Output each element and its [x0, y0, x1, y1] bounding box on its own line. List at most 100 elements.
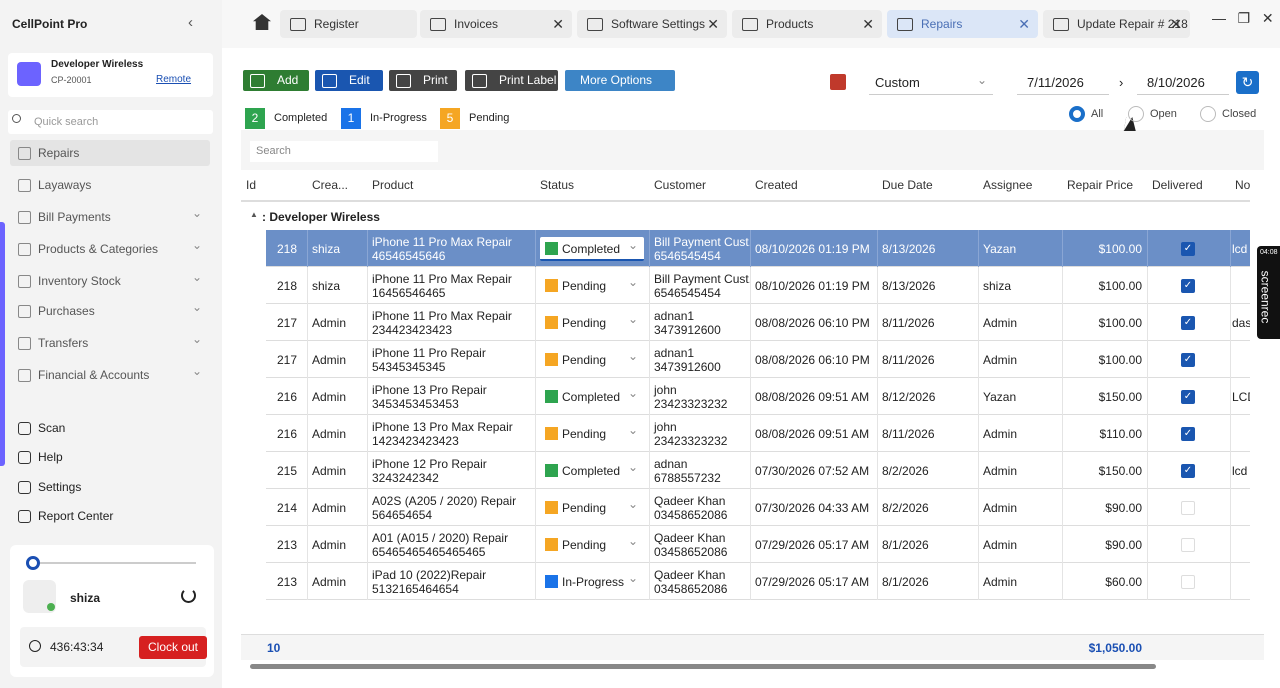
bottom-item[interactable]: Scan [18, 417, 65, 439]
bottom-item[interactable]: Report Center [18, 505, 113, 527]
cell-price: $100.00 [1098, 242, 1142, 256]
status-select[interactable]: Pending ⌄ [540, 311, 644, 335]
tab[interactable]: Invoices ✕ [420, 10, 572, 38]
cell-border [307, 378, 308, 415]
cell-border [978, 452, 979, 489]
menu-item[interactable]: Purchases [10, 294, 210, 324]
cell-border [535, 267, 536, 304]
quick-search[interactable]: Quick search [8, 110, 213, 134]
range-select[interactable]: Custom [869, 71, 993, 95]
cell-created: 08/10/2026 01:19 PM [755, 279, 870, 293]
tab[interactable]: Update Repair # 218 ✕ [1043, 10, 1190, 38]
toolbar-button[interactable]: More Options [565, 70, 675, 91]
delivered-checkbox[interactable]: ✓ [1181, 279, 1195, 293]
status-select[interactable]: Pending ⌄ [540, 348, 644, 372]
tab-close[interactable]: ✕ [552, 16, 564, 32]
tab[interactable]: Products ✕ [732, 10, 882, 38]
delivered-checkbox[interactable] [1181, 501, 1195, 515]
date-to[interactable]: 8/10/2026 [1137, 71, 1229, 95]
grid-row[interactable] [266, 304, 1250, 341]
status-select[interactable]: Completed ⌄ [540, 237, 644, 261]
delivered-checkbox[interactable] [1181, 575, 1195, 589]
cell-product: iPhone 11 Pro Repair [372, 346, 486, 360]
grid-row[interactable] [266, 415, 1250, 452]
radio[interactable] [1128, 106, 1144, 122]
group-toggle[interactable]: ▲ [250, 210, 258, 219]
cell-border [367, 452, 368, 489]
power-button[interactable] [181, 588, 196, 603]
store-icon[interactable] [830, 74, 846, 90]
status-select[interactable]: Completed ⌄ [540, 385, 644, 409]
column-header[interactable]: No [1235, 178, 1250, 192]
delivered-checkbox[interactable]: ✓ [1181, 390, 1195, 404]
delivered-checkbox[interactable] [1181, 538, 1195, 552]
status-select[interactable]: Pending ⌄ [540, 533, 644, 557]
cell-price: $100.00 [1098, 316, 1142, 330]
remote-link[interactable]: Remote [156, 74, 192, 85]
radio[interactable] [1069, 106, 1085, 122]
column-header[interactable]: Id [246, 178, 257, 192]
delivered-checkbox[interactable]: ✓ [1181, 242, 1195, 256]
menu-item[interactable]: Layaways [10, 172, 210, 198]
menu-item[interactable]: Financial & Accounts [10, 358, 210, 388]
toolbar-button[interactable]: Edit [315, 70, 383, 91]
grid-search[interactable]: Search [250, 141, 438, 162]
menu-item[interactable]: Products & Categories [10, 232, 210, 262]
grid-row[interactable] [266, 489, 1250, 526]
grid-row[interactable] [266, 341, 1250, 378]
date-from[interactable]: 7/11/2026 [1017, 71, 1109, 95]
status-select[interactable]: Completed ⌄ [540, 459, 644, 483]
store-card[interactable]: Developer Wireless CP-20001 Remote [8, 53, 213, 97]
radio[interactable] [1200, 106, 1216, 122]
menu-item[interactable]: Transfers [10, 326, 210, 356]
grid-row[interactable] [266, 230, 1250, 267]
tab-close[interactable]: ✕ [1018, 16, 1030, 32]
column-header[interactable]: Due Date [882, 178, 933, 192]
column-header[interactable]: Product [372, 178, 414, 192]
tab-close[interactable]: ✕ [862, 16, 874, 32]
status-select[interactable]: In-Progress ⌄ [540, 570, 644, 594]
menu-item[interactable]: Inventory Stock [10, 264, 210, 294]
column-header[interactable]: Delivered [1152, 178, 1203, 192]
menu-item[interactable]: Bill Payments [10, 200, 210, 230]
delivered-checkbox[interactable]: ✓ [1181, 316, 1195, 330]
toolbar-button[interactable]: Print [389, 70, 457, 91]
tab-close[interactable]: ✕ [1170, 16, 1182, 32]
count-label: Completed [274, 112, 328, 124]
column-header[interactable]: Assignee [983, 178, 1033, 192]
grid-row[interactable] [266, 378, 1250, 415]
column-header[interactable]: Customer [654, 178, 707, 192]
status-dot [545, 427, 558, 440]
tab[interactable]: Software Settings ✕ [577, 10, 727, 38]
toolbar-button[interactable]: Print Label [465, 70, 558, 91]
grid-row[interactable] [266, 452, 1250, 489]
collapse-button[interactable]: ‹ [188, 14, 193, 31]
delivered-checkbox[interactable]: ✓ [1181, 464, 1195, 478]
toolbar-button[interactable]: Add [243, 70, 309, 91]
status-select[interactable]: Pending ⌄ [540, 496, 644, 520]
window-controls[interactable]: — ❐ ✕ [1212, 10, 1274, 26]
status-select[interactable]: Pending ⌄ [540, 274, 644, 298]
tab[interactable]: Register [280, 10, 417, 38]
clock-out-button[interactable]: Clock out [139, 636, 207, 659]
grid-row[interactable] [266, 563, 1250, 600]
bottom-item[interactable]: Settings [18, 476, 81, 498]
status-select[interactable]: Pending ⌄ [540, 422, 644, 446]
grid-row[interactable] [266, 267, 1250, 304]
slider-thumb[interactable] [26, 556, 40, 570]
cell-price: $110.00 [1099, 427, 1143, 441]
home-icon[interactable] [253, 14, 271, 30]
delivered-checkbox[interactable]: ✓ [1181, 427, 1195, 441]
column-header[interactable]: Repair Price [1067, 178, 1134, 192]
scrollbar[interactable] [250, 664, 1156, 669]
column-header[interactable]: Crea... [312, 178, 349, 192]
menu-item[interactable]: Repairs [10, 140, 210, 166]
delivered-checkbox[interactable]: ✓ [1181, 353, 1195, 367]
grid-row[interactable] [266, 526, 1250, 563]
column-header[interactable]: Created [755, 178, 798, 192]
refresh-button[interactable]: ↻ [1236, 71, 1259, 94]
bottom-item[interactable]: Help [18, 446, 63, 468]
tab[interactable]: Repairs ✕ [887, 10, 1038, 38]
column-header[interactable]: Status [540, 178, 575, 192]
tab-close[interactable]: ✕ [707, 16, 719, 32]
